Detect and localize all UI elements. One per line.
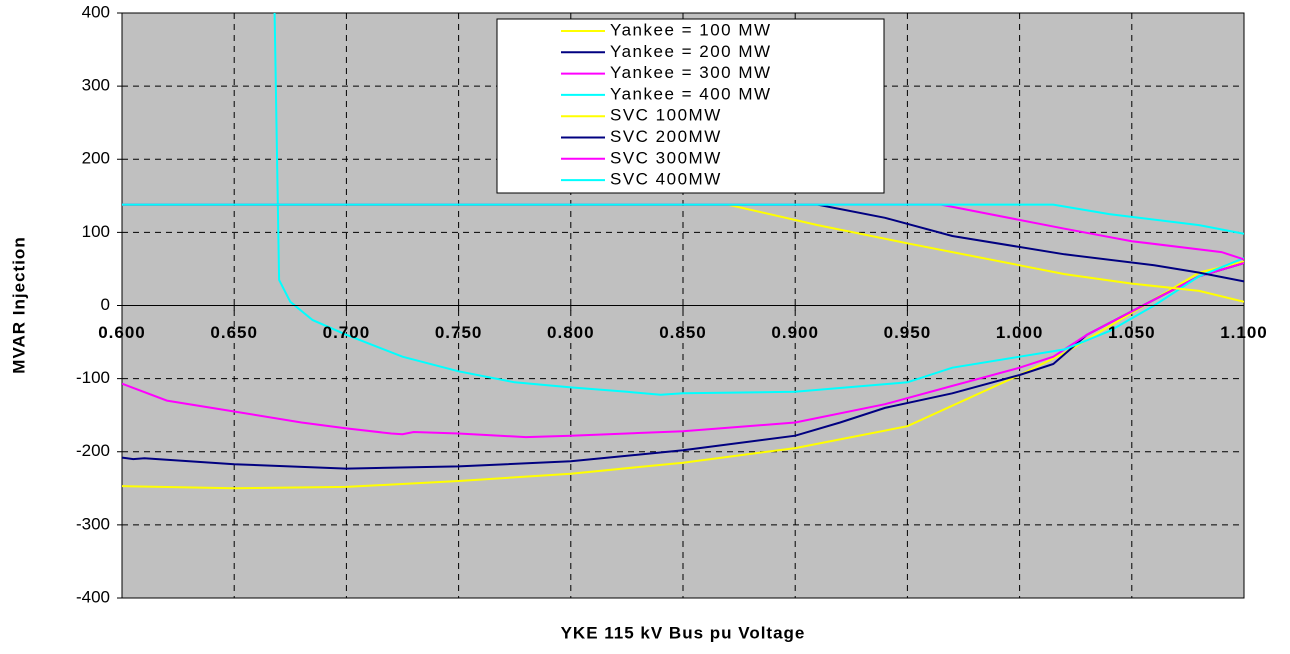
y-tick-label: -100 bbox=[76, 368, 110, 387]
x-tick-label: 0.600 bbox=[98, 323, 146, 342]
y-tick-label: 300 bbox=[82, 76, 110, 95]
legend-label: Yankee = 300 MW bbox=[610, 63, 772, 82]
y-axis-label: MVAR Injection bbox=[9, 236, 28, 373]
series-line bbox=[122, 203, 1244, 235]
x-tick-label: 0.750 bbox=[435, 323, 483, 342]
x-tick-label: 0.950 bbox=[884, 323, 932, 342]
x-tick-label: 1.050 bbox=[1108, 323, 1156, 342]
legend-label: SVC 200MW bbox=[610, 127, 722, 146]
series-line bbox=[122, 203, 1244, 283]
y-tick-label: 400 bbox=[82, 2, 110, 21]
legend-label: SVC 300MW bbox=[610, 148, 722, 167]
series-line bbox=[122, 262, 1244, 439]
y-tick-label: -300 bbox=[76, 514, 110, 533]
x-tick-label: 1.000 bbox=[996, 323, 1044, 342]
legend-label: SVC 400MW bbox=[610, 170, 722, 189]
axes: 400 300 200 100 0 -100 -200 -300 -400 0.600 0.650 0… bbox=[76, 2, 1268, 606]
legend-label: Yankee = 200 MW bbox=[610, 42, 772, 61]
legend-label: Yankee = 100 MW bbox=[610, 20, 772, 39]
grid bbox=[121, 12, 1245, 599]
y-tick-label: 200 bbox=[82, 149, 110, 168]
y-tick-label: 100 bbox=[82, 222, 110, 241]
series-line bbox=[273, 13, 1244, 396]
legend-label: Yankee = 400 MW bbox=[610, 84, 772, 103]
legend-label: SVC 100MW bbox=[610, 106, 722, 125]
legend: Yankee = 100 MW Yankee = 200 MW Yankee = 3… bbox=[496, 18, 885, 194]
x-tick-label: 0.800 bbox=[547, 323, 595, 342]
y-tick-label: 0 bbox=[101, 295, 110, 314]
x-axis-label: YKE 115 kV Bus pu Voltage bbox=[561, 623, 806, 642]
x-tick-label: 1.100 bbox=[1220, 323, 1268, 342]
x-tick-label: 0.700 bbox=[323, 323, 371, 342]
y-tick-label: -400 bbox=[76, 587, 110, 606]
series-line bbox=[122, 203, 1244, 303]
series-line bbox=[122, 260, 1244, 490]
x-tick-label: 0.650 bbox=[210, 323, 258, 342]
lines bbox=[122, 13, 1244, 490]
legend-box bbox=[496, 18, 885, 194]
y-tick-label: -200 bbox=[76, 441, 110, 460]
x-tick-label: 0.900 bbox=[771, 323, 819, 342]
x-tick-label: 0.850 bbox=[659, 323, 707, 342]
